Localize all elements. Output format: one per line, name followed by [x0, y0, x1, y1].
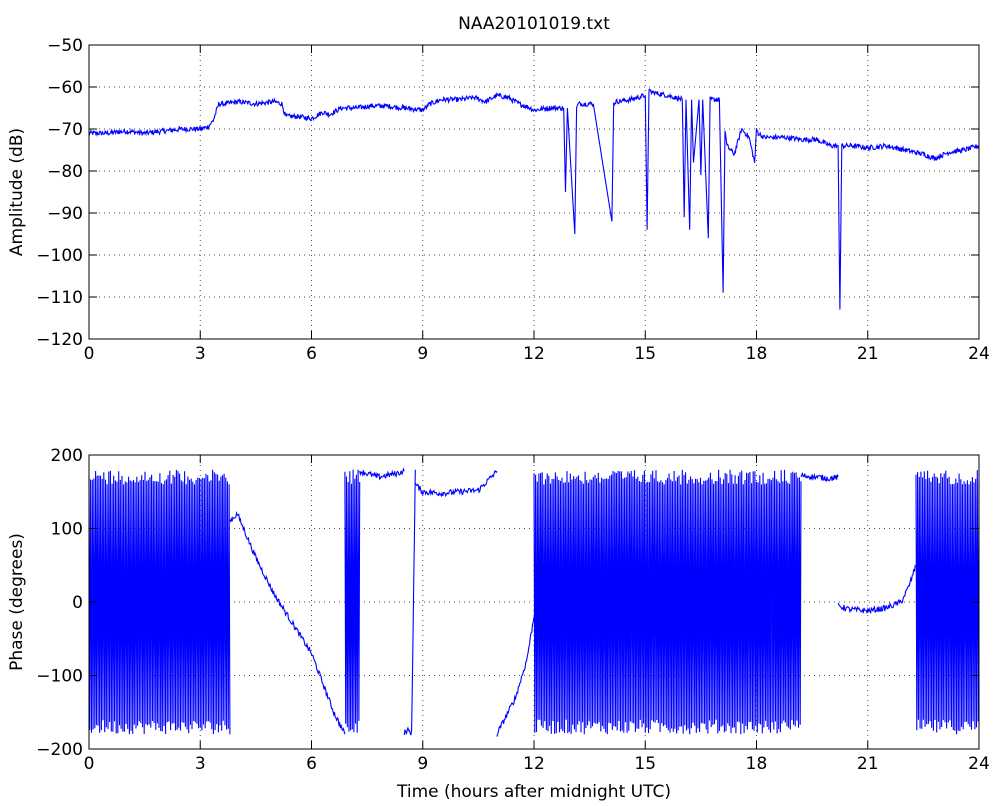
- phase-series-segment: [915, 470, 980, 735]
- x-tick-label: 21: [857, 344, 879, 364]
- phase-series-segment: [344, 469, 361, 733]
- phase-series-segment: [414, 470, 498, 498]
- y-tick-label: −60: [47, 78, 83, 98]
- y-tick-label: 0: [72, 593, 83, 613]
- y-tick-label: −70: [47, 120, 83, 140]
- y-tick-label: −110: [36, 288, 83, 308]
- x-tick-label: 0: [84, 754, 95, 774]
- phase-trace: [88, 467, 980, 737]
- y-tick-label: 200: [51, 446, 83, 466]
- phase-series-segment: [229, 510, 346, 735]
- phase-series-segment: [403, 469, 416, 736]
- phase-ylabel: Phase (degrees): [7, 533, 27, 671]
- x-tick-label: 15: [634, 754, 656, 774]
- x-tick-label: 24: [968, 754, 990, 774]
- y-tick-label: −50: [47, 36, 83, 56]
- phase-series-segment: [88, 469, 231, 735]
- x-tick-label: 12: [523, 344, 545, 364]
- y-tick-label: −100: [36, 667, 83, 687]
- y-tick-label: −80: [47, 162, 83, 182]
- amplitude-series-line: [88, 88, 980, 310]
- x-tick-label: 3: [195, 344, 206, 364]
- x-tick-label: 18: [746, 344, 768, 364]
- phase-series-segment: [837, 564, 917, 615]
- phase-series-segment: [496, 616, 535, 737]
- x-tick-label: 6: [306, 344, 317, 364]
- y-tick-label: −90: [47, 204, 83, 224]
- y-tick-label: −120: [36, 330, 83, 350]
- amplitude-ylabel: Amplitude (dB): [7, 128, 27, 256]
- phase-series-segment: [770, 469, 802, 734]
- y-tick-label: −100: [36, 246, 83, 266]
- x-tick-label: 12: [523, 754, 545, 774]
- chart-title: NAA20101019.txt: [458, 14, 610, 34]
- amplitude-axes: 0 3 6 9 12 15 18 21 24 −50 −60 −70 −80 −90 −100 −110 −12…: [7, 36, 990, 364]
- phase-series-segment: [533, 469, 772, 735]
- y-tick-label: 100: [51, 520, 83, 540]
- phase-axes: 0 3 6 9 12 15 18 21 24 200 100 0 −100 −200 Phase (deg…: [7, 446, 990, 802]
- amplitude-trace: [88, 88, 980, 310]
- x-tick-label: 21: [857, 754, 879, 774]
- phase-series-segment: [359, 467, 405, 481]
- amplitude-ticks: 0 3 6 9 12 15 18 21 24 −50 −60 −70 −80 −90 −100 −110 −12…: [36, 36, 990, 364]
- x-tick-label: 0: [84, 344, 95, 364]
- x-tick-label: 15: [634, 344, 656, 364]
- x-tick-label: 9: [417, 344, 428, 364]
- phase-series-segment: [800, 471, 839, 482]
- x-tick-label: 24: [968, 344, 990, 364]
- x-tick-label: 18: [746, 754, 768, 774]
- x-tick-label: 3: [195, 754, 206, 774]
- x-tick-label: 9: [417, 754, 428, 774]
- y-tick-label: −200: [36, 740, 83, 760]
- phase-ticks: 0 3 6 9 12 15 18 21 24 200 100 0 −100 −200: [36, 446, 990, 774]
- amplitude-grid: [89, 45, 979, 339]
- x-tick-label: 6: [306, 754, 317, 774]
- phase-xlabel: Time (hours after midnight UTC): [396, 782, 671, 802]
